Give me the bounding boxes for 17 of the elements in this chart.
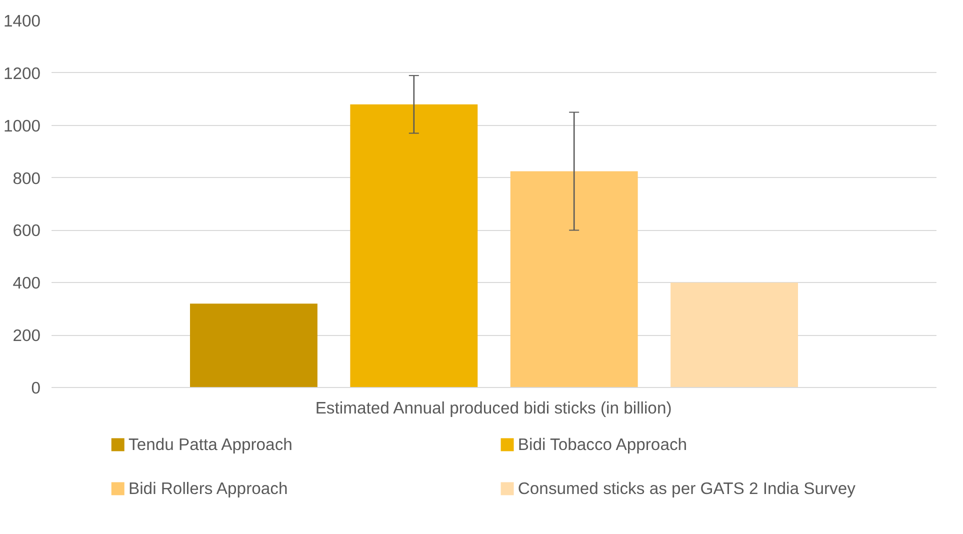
y-tick-label: 400 (12, 274, 41, 293)
bar (510, 171, 638, 388)
bar (670, 282, 798, 388)
bar (350, 104, 478, 388)
y-tick-label: 200 (12, 326, 41, 346)
y-tick-label: 1000 (3, 116, 41, 136)
y-tick-label: 600 (12, 221, 41, 240)
legend-label: Bidi Rollers Approach (128, 479, 288, 498)
legend-label: Consumed sticks as per GATS 2 India Survey (518, 479, 856, 498)
x-tick-label: Estimated Annual produced bidi sticks (in billion) (315, 398, 672, 418)
y-tick-label: 1200 (3, 64, 41, 83)
y-tick-label: 1400 (3, 12, 41, 30)
legend-label: Bidi Tobacco Approach (518, 435, 688, 454)
legend-label: Tendu Patta Approach (128, 435, 292, 454)
y-tick-label: 0 (31, 378, 40, 398)
bar (190, 304, 318, 388)
y-tick-label: 800 (12, 168, 41, 188)
